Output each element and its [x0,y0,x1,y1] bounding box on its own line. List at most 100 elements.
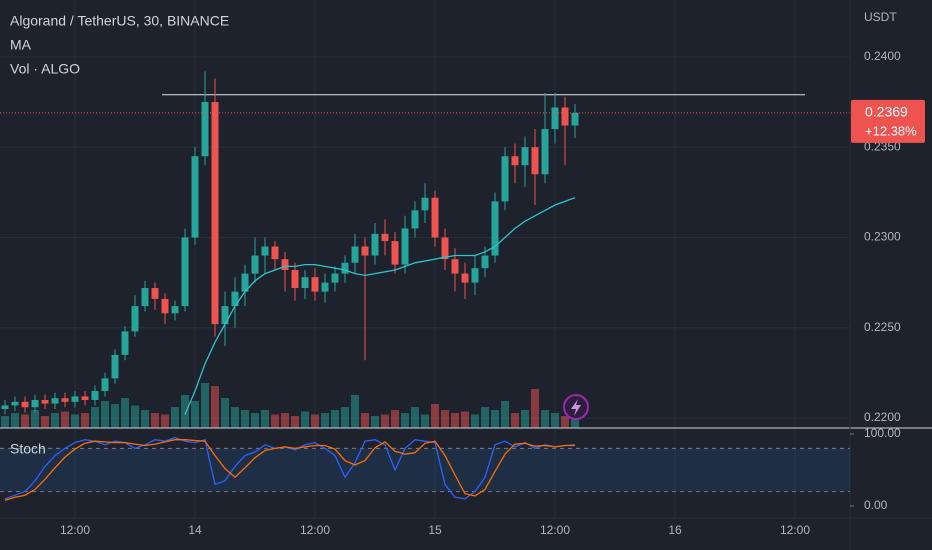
candle-body [381,233,389,242]
candle-body [501,156,509,202]
price-unit: USDT [864,10,897,24]
volume-bar [481,407,489,428]
volume-bar [21,414,29,428]
volume-bar [471,414,479,428]
volume-bar [321,413,329,428]
volume-bar [111,404,119,428]
volume-bar [351,395,359,428]
change-label: +12.38% [865,123,917,138]
volume-bar [561,416,569,428]
chart-title: Algorand / TetherUS, 30, BINANCE [10,13,229,29]
volume-bar [301,411,309,428]
candle-body [461,273,469,283]
candle-body [11,401,19,406]
volume-bar [501,401,509,428]
volume-bar [341,407,349,428]
y-tick-label: 0.2400 [864,49,901,63]
candle-body [491,201,499,256]
volume-bar [541,410,549,428]
candle-body [401,228,409,265]
candle-body [221,306,229,325]
volume-bar [511,413,519,428]
candle-body [331,273,339,283]
candle-body [121,331,129,355]
volume-bar [281,413,289,428]
stoch-line [4,436,576,500]
volume-bar [411,407,419,428]
candle-body [61,398,69,402]
volume-bar [401,413,409,428]
candle-body [541,129,549,175]
candle-body [241,273,249,292]
candle-body [251,255,259,274]
volume-bar [11,413,19,428]
candle-body [531,147,539,175]
volume-bar [51,413,59,428]
stoch-band [0,448,850,492]
y-tick-label: 0.00 [864,498,888,512]
last-price-label: 0.2369 [865,104,908,120]
volume-bar [101,401,109,428]
volume-bar [521,410,529,428]
last-price-box [851,99,925,143]
volume-bar [451,413,459,428]
volume-bar [291,416,299,428]
candle-body [341,262,349,274]
volume-bar [491,410,499,428]
x-tick-label: 12:00 [540,523,570,537]
volume-bar [221,398,229,428]
candle-body [511,156,519,166]
volume-bar [61,411,69,428]
volume-bar [171,407,179,428]
candle-body [41,400,49,404]
candle-body [301,277,309,289]
x-tick-label: 15 [428,523,442,537]
candle-body [111,354,119,379]
volume-bar [231,407,239,428]
volume-bar [531,389,539,428]
volume-legend[interactable]: Vol · ALGO [10,61,80,77]
candle-body [471,268,479,283]
candle-body [31,400,39,408]
candle-body [261,246,269,256]
candle-body [151,288,159,299]
candle-body [431,197,439,238]
candle-body [211,102,219,325]
candle-body [561,107,569,126]
volume-bar [441,410,449,428]
volume-bar [421,414,429,428]
ma-line [184,197,576,415]
candle-body [291,269,299,289]
stoch-label[interactable]: Stoch [10,441,46,457]
stoch-line [4,439,575,501]
candle-body [201,102,209,157]
volume-bar [181,395,189,428]
volume-bar [371,416,379,428]
volume-bar [331,410,339,428]
overlay: Algorand / TetherUS, 30, BINANCE MA Vol … [10,10,897,457]
volume-bar [211,386,219,428]
candle-body [551,107,559,130]
x-tick-label: 12:00 [780,523,810,537]
candle-body [521,147,529,166]
candle-body [571,112,579,126]
volume-bar [571,414,579,428]
candle-body [21,401,29,408]
y-tick-label: 0.2250 [864,320,901,334]
volume-bar [391,410,399,428]
alert-icon[interactable] [563,394,589,420]
candle-body [71,396,79,402]
candle-body [271,246,279,260]
candle-body [101,378,109,391]
ma-legend[interactable]: MA [10,37,32,53]
volume-bar [271,414,279,428]
volume-bar [241,410,249,428]
candle-body [361,246,369,256]
volume-bar [151,413,159,428]
volume-bar [41,416,49,428]
candle-body [321,282,329,292]
candle-body [181,237,189,307]
volume-bar [431,404,439,428]
candle-body [161,298,169,314]
